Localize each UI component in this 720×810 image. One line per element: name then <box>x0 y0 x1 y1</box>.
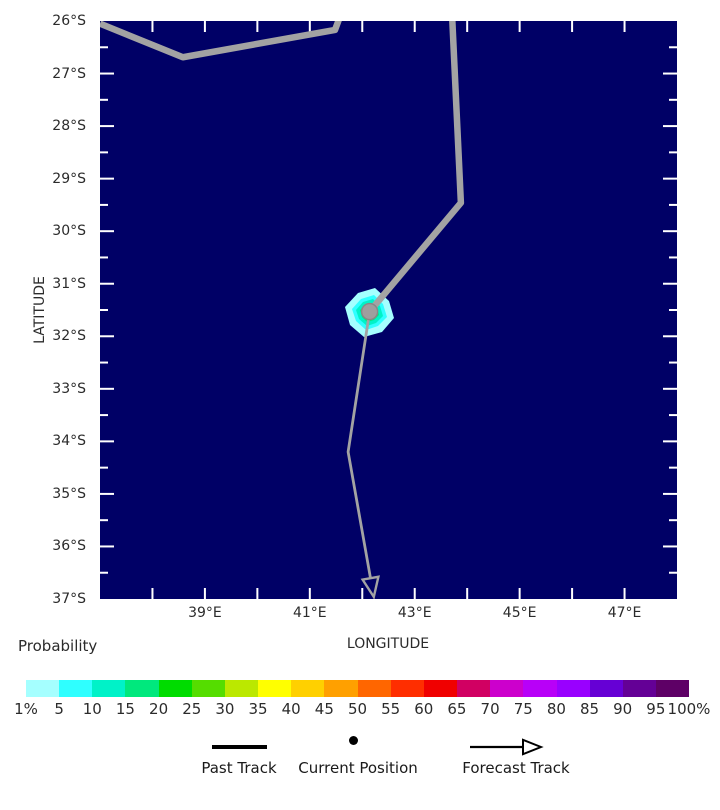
colorbar-segment-55 <box>390 680 424 697</box>
colorbar-tick-label: 40 <box>281 700 301 718</box>
colorbar-tick-label: 80 <box>546 700 566 718</box>
y-axis-title: LATITUDE <box>32 276 48 344</box>
colorbar-tick-label: 65 <box>447 700 467 718</box>
colorbar-tick-label: 30 <box>215 700 235 718</box>
colorbar-tick-label: 75 <box>513 700 533 718</box>
colorbar-segment-5 <box>59 680 93 697</box>
x-tick-label: 39°E <box>188 605 222 621</box>
colorbar-tick-label: 85 <box>580 700 600 718</box>
past-track-line <box>367 21 465 314</box>
colorbar-tick-label: 50 <box>347 700 368 718</box>
y-tick-label: 36°S <box>52 538 86 555</box>
colorbar-segment-95 <box>655 680 690 697</box>
forecast-track-line <box>346 311 372 579</box>
colorbar-segment-15 <box>125 680 159 697</box>
colorbar-segment-75 <box>523 680 557 697</box>
colorbar-segment-60 <box>423 680 458 697</box>
legend-label-forecast-track: Forecast Track <box>462 759 570 777</box>
colorbar-tick-label: 90 <box>613 700 633 718</box>
colorbar-tick-label: 15 <box>115 700 135 718</box>
colorbar-segment-85 <box>589 680 623 697</box>
x-tick-label: 45°E <box>502 605 537 621</box>
colorbar-segment-90 <box>622 680 656 697</box>
current-position-dot <box>360 302 379 321</box>
colorbar-tick-label: 25 <box>182 700 202 718</box>
colorbar-segment-30 <box>224 680 259 697</box>
y-tick-label: 28°S <box>52 118 86 135</box>
colorbar-tick-label: 55 <box>381 700 401 718</box>
x-axis-tick-labels: 39°E 41°E 43°E 45°E 47°E <box>0 605 720 625</box>
colorbar-tick-label: 60 <box>414 700 434 718</box>
x-axis-title: LONGITUDE <box>346 636 430 652</box>
y-tick-label: 29°S <box>52 170 86 187</box>
x-tick-label: 41°E <box>292 605 327 621</box>
colorbar-segment-35 <box>258 680 292 697</box>
colorbar-tick-labels: 1% 5 10 15 20 25 30 35 40 45 50 55 60 65 70 75 80 85 90 95 1… <box>0 700 720 720</box>
y-tick-label: 33°S <box>52 380 86 397</box>
y-tick-label: 30°S <box>52 223 86 240</box>
colorbar-title: Probability <box>18 637 98 655</box>
colorbar-tick-label: 35 <box>248 700 268 718</box>
legend-forecast-arrow-icon <box>470 738 544 756</box>
legend-past-track-symbol <box>212 745 267 749</box>
colorbar-tick-label: 100% <box>667 700 711 718</box>
colorbar-tick-label: 95 <box>646 700 666 718</box>
x-tick-label: 43°E <box>397 605 432 621</box>
probability-colorbar <box>26 680 690 697</box>
colorbar-segment-10 <box>92 680 126 697</box>
legend-current-position-icon <box>349 736 358 745</box>
colorbar-tick-label: 45 <box>314 700 334 718</box>
y-tick-label: 34°S <box>52 433 86 450</box>
y-tick-label: 27°S <box>52 65 86 82</box>
y-tick-label: 37°S <box>52 591 86 607</box>
legend-label-past-track: Past Track <box>201 759 277 777</box>
colorbar-tick-label: 70 <box>480 700 500 718</box>
colorbar-segment-45 <box>324 680 358 697</box>
colorbar-segment-40 <box>291 680 325 697</box>
colorbar-tick-label: 10 <box>82 700 102 718</box>
colorbar-segment-65 <box>457 680 491 697</box>
colorbar-segment-1% <box>26 680 60 697</box>
colorbar-segment-20 <box>158 680 192 697</box>
colorbar-segment-70 <box>490 680 524 697</box>
y-tick-label: 31°S <box>52 275 86 292</box>
y-tick-label: 32°S <box>52 328 86 345</box>
colorbar-tick-label: 5 <box>54 700 64 718</box>
colorbar-segment-25 <box>191 680 225 697</box>
forecast-arrowhead-icon <box>360 575 380 599</box>
legend-label-current-position: Current Position <box>298 759 418 777</box>
y-axis-tick-labels: 26°S 27°S 28°S 29°S 30°S 31°S 32°S 33°S 34°S 35°S… <box>0 0 93 620</box>
x-tick-label: 47°E <box>607 605 642 621</box>
past-track-line <box>100 21 342 61</box>
map-plot <box>100 21 677 599</box>
y-tick-label: 35°S <box>52 485 86 502</box>
colorbar-tick-label: 20 <box>149 700 169 718</box>
y-tick-label: 26°S <box>52 13 86 29</box>
colorbar-tick-label: 1% <box>14 700 38 718</box>
colorbar-segment-80 <box>556 680 590 697</box>
colorbar-segment-50 <box>357 680 391 697</box>
